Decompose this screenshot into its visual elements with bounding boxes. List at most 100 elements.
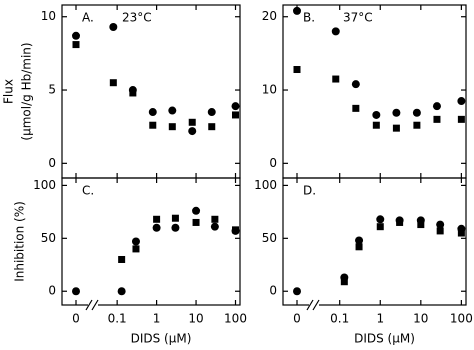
y-axis-label: Flux xyxy=(2,79,16,104)
x-tick-label: 1 xyxy=(153,312,161,326)
data-point xyxy=(332,75,340,83)
x-tick-label: 10 xyxy=(413,312,428,326)
y-tick-label: 100 xyxy=(254,178,277,192)
data-point xyxy=(211,215,219,223)
x-tick-label: 0 xyxy=(293,312,301,326)
y-axis-label: Inhibition (%) xyxy=(13,201,27,282)
y-tick-label: 100 xyxy=(33,178,56,192)
data-point xyxy=(331,27,340,36)
panel-title: 23°C xyxy=(122,11,152,25)
panel-frame xyxy=(61,177,241,306)
x-tick-label: 100 xyxy=(224,312,247,326)
data-point xyxy=(352,104,360,112)
data-point xyxy=(457,229,465,237)
panel-frame xyxy=(61,4,241,179)
data-point xyxy=(293,66,301,74)
x-axis-label: DIDS (μM) xyxy=(354,332,415,346)
panel-title: 37°C xyxy=(343,11,373,25)
data-point xyxy=(396,218,404,226)
y-tick-label: 10 xyxy=(41,9,56,23)
y-tick-label: 50 xyxy=(41,231,56,245)
data-point xyxy=(188,118,196,126)
data-point xyxy=(149,121,157,129)
data-point xyxy=(457,115,465,123)
data-point xyxy=(171,223,180,232)
data-point xyxy=(355,236,364,245)
axis-break-gap xyxy=(309,301,319,309)
data-point xyxy=(109,22,118,31)
data-point xyxy=(152,223,161,232)
data-point xyxy=(72,41,80,49)
data-point xyxy=(168,123,176,131)
data-point xyxy=(118,255,126,263)
panel-label: D. xyxy=(303,184,316,198)
axis-break xyxy=(306,299,314,311)
axis-break-gap xyxy=(88,301,98,309)
data-point xyxy=(129,89,137,97)
panel-label: C. xyxy=(82,184,94,198)
data-point xyxy=(153,215,161,223)
data-point xyxy=(340,278,348,286)
data-point xyxy=(436,227,444,235)
data-point xyxy=(192,218,200,226)
data-point xyxy=(148,108,157,117)
data-point xyxy=(372,110,381,119)
data-point xyxy=(132,245,140,253)
data-point xyxy=(231,102,240,111)
data-point xyxy=(188,127,197,136)
data-point xyxy=(392,108,401,117)
y-tick-label: 0 xyxy=(48,156,56,170)
data-point xyxy=(72,287,80,296)
data-point xyxy=(436,220,445,229)
x-tick-label: 1 xyxy=(376,312,384,326)
data-point xyxy=(208,123,216,131)
data-point xyxy=(432,102,441,111)
data-point xyxy=(413,121,421,129)
x-tick-label: 0.1 xyxy=(330,312,349,326)
data-point xyxy=(351,80,360,89)
data-point xyxy=(207,108,216,117)
data-point xyxy=(131,237,140,246)
data-point xyxy=(417,221,425,229)
data-point xyxy=(171,214,179,222)
data-point xyxy=(293,287,301,296)
axis-break xyxy=(85,299,93,311)
data-point xyxy=(372,121,380,129)
data-point xyxy=(192,206,201,215)
data-point xyxy=(232,111,240,119)
data-point xyxy=(168,106,177,115)
panel-label: A. xyxy=(82,11,94,25)
x-axis-label: DIDS (μM) xyxy=(131,332,192,346)
data-point xyxy=(457,97,466,106)
y-tick-label: 0 xyxy=(269,156,277,170)
data-point xyxy=(293,6,301,15)
data-point xyxy=(210,222,219,231)
panel-frame xyxy=(282,177,467,306)
axis-break xyxy=(91,299,99,311)
x-tick-label: 0.1 xyxy=(108,312,127,326)
data-point xyxy=(355,243,363,251)
data-point xyxy=(232,226,240,234)
y-tick-label: 10 xyxy=(262,83,277,97)
data-point xyxy=(412,108,421,117)
panel-label: B. xyxy=(303,11,315,25)
y-tick-label: 0 xyxy=(269,284,277,298)
x-tick-label: 0 xyxy=(72,312,80,326)
y-tick-label: 0 xyxy=(48,284,56,298)
data-point xyxy=(109,79,117,87)
y-axis-label: (μmol/g Hb/min) xyxy=(20,42,34,140)
axis-break xyxy=(312,299,320,311)
x-tick-label: 100 xyxy=(450,312,473,326)
data-point xyxy=(433,115,441,123)
x-tick-label: 10 xyxy=(188,312,203,326)
y-tick-label: 50 xyxy=(262,231,277,245)
y-tick-label: 5 xyxy=(48,83,56,97)
data-point xyxy=(392,124,400,132)
data-point xyxy=(376,223,384,231)
data-point xyxy=(72,31,80,40)
data-point xyxy=(117,287,126,296)
data-point xyxy=(376,215,385,224)
panel-frame xyxy=(282,4,467,179)
y-tick-label: 20 xyxy=(262,9,277,23)
